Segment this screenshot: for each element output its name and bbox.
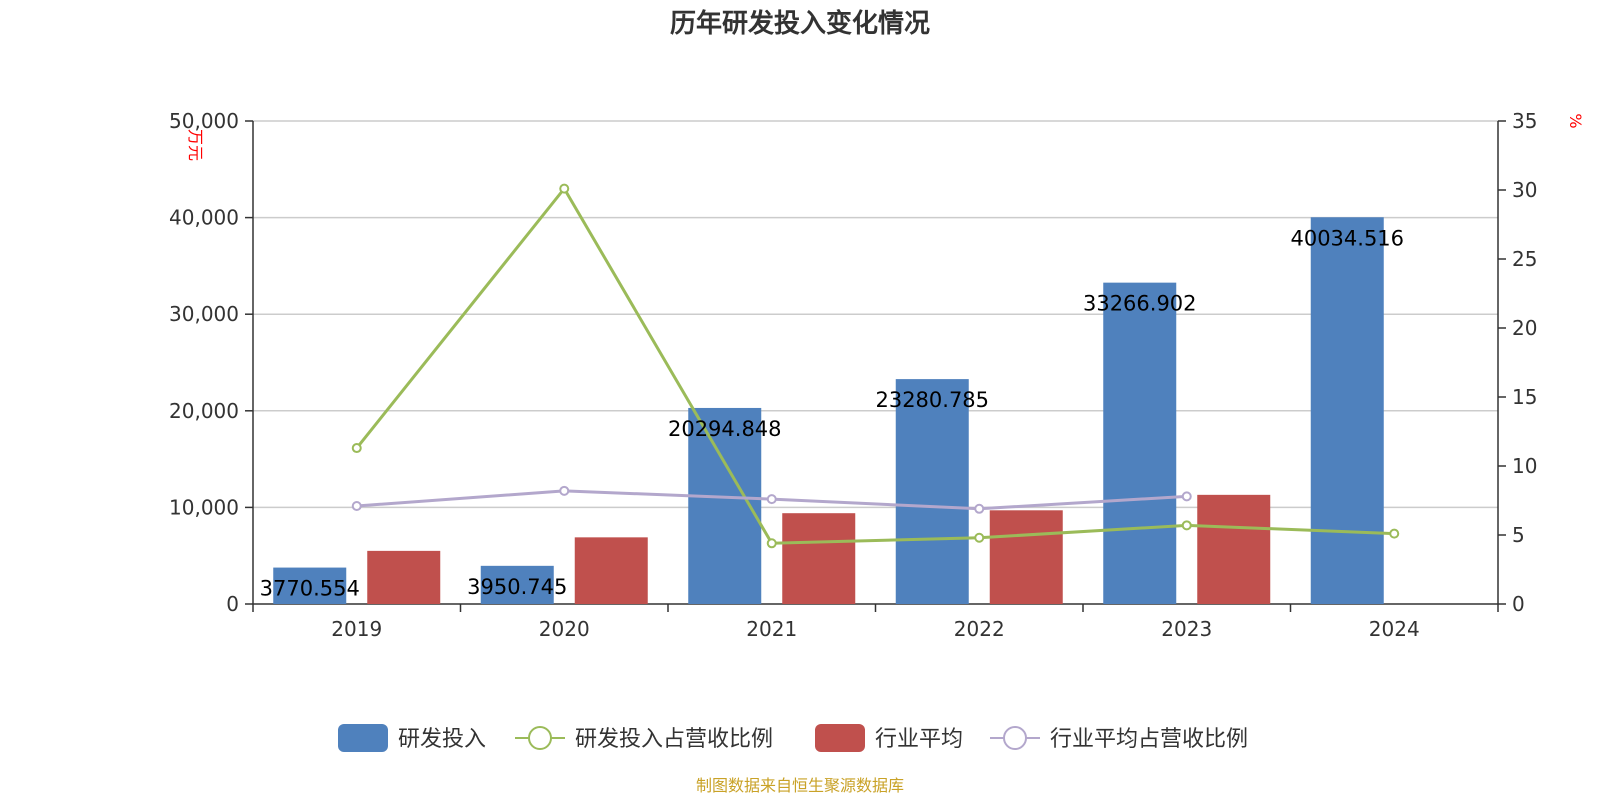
right-tick-label: 20: [1512, 316, 1537, 340]
right-axis-unit: %: [1566, 113, 1585, 128]
legend-label: 研发投入: [398, 727, 486, 752]
legend: 研发投入 研发投入占营收比例 行业平均 行业平均占营收比例: [338, 724, 1248, 752]
right-tick-label: 35: [1512, 109, 1537, 133]
legend-marker: [1003, 726, 1027, 750]
legend-label: 行业平均: [875, 727, 963, 752]
right-tick-label: 15: [1512, 385, 1537, 409]
line-point: [351, 443, 362, 454]
left-tick-label: 30,000: [169, 302, 239, 326]
bar: [367, 550, 441, 604]
right-tick-label: 0: [1512, 592, 1525, 616]
line-point: [1389, 528, 1400, 539]
data-labels: 3770.554 3950.745 20294.848 23280.785 33266.…: [260, 226, 1404, 600]
bar: [480, 565, 554, 604]
x-tick-label: 2019: [331, 617, 382, 641]
bar: [273, 567, 347, 604]
left-tick-label: 50,000: [169, 109, 239, 133]
right-tick-label: 10: [1512, 454, 1537, 478]
x-tick-label: 2021: [746, 617, 797, 641]
x-tick-label: 2023: [1161, 617, 1212, 641]
bar: [989, 510, 1063, 604]
legend-label: 行业平均占营收比例: [1050, 727, 1248, 752]
x-tick-label: 2024: [1369, 617, 1420, 641]
x-tick-label: 2022: [954, 617, 1005, 641]
line-point: [1181, 491, 1192, 502]
left-tick-label: 40,000: [169, 206, 239, 230]
left-tick-label: 0: [226, 592, 239, 616]
right-tick-label: 25: [1512, 247, 1537, 271]
series-lines: [351, 183, 1400, 549]
bar-value-label: 23280.785: [875, 388, 989, 412]
axes: 010,00020,00030,00040,00050,000051015202…: [169, 109, 1537, 641]
left-tick-label: 20,000: [169, 399, 239, 423]
grid-lines: [253, 120, 1498, 509]
bar-value-label: 20294.848: [668, 417, 782, 441]
right-tick-label: 5: [1512, 523, 1525, 547]
bar-value-label: 3770.554: [260, 577, 360, 601]
line-point: [1181, 520, 1192, 531]
bar-value-label: 33266.902: [1083, 292, 1197, 316]
source-note: 制图数据来自恒生聚源数据库: [696, 776, 904, 795]
chart-title: 历年研发投入变化情况: [670, 8, 930, 39]
legend-label: 研发投入占营收比例: [575, 727, 773, 752]
bar: [1310, 217, 1384, 604]
line-point: [766, 494, 777, 505]
line-point: [974, 532, 985, 543]
bar: [1103, 282, 1177, 604]
x-tick-label: 2020: [539, 617, 590, 641]
bar-value-label: 3950.745: [467, 575, 567, 599]
line-point: [559, 485, 570, 496]
series-line: [355, 185, 1395, 545]
left-axis-unit: 万元: [186, 129, 205, 161]
bar: [895, 379, 969, 604]
right-tick-label: 30: [1512, 178, 1537, 202]
bar-value-label: 40034.516: [1290, 226, 1404, 250]
line-point: [766, 538, 777, 549]
legend-swatch: [815, 724, 865, 752]
bar: [1197, 494, 1271, 604]
line-point: [559, 183, 570, 194]
line-point: [974, 503, 985, 514]
legend-swatch: [338, 724, 388, 752]
bar: [782, 513, 856, 604]
legend-marker: [528, 726, 552, 750]
bar: [574, 537, 648, 604]
line-point: [351, 501, 362, 512]
left-tick-label: 10,000: [169, 495, 239, 519]
